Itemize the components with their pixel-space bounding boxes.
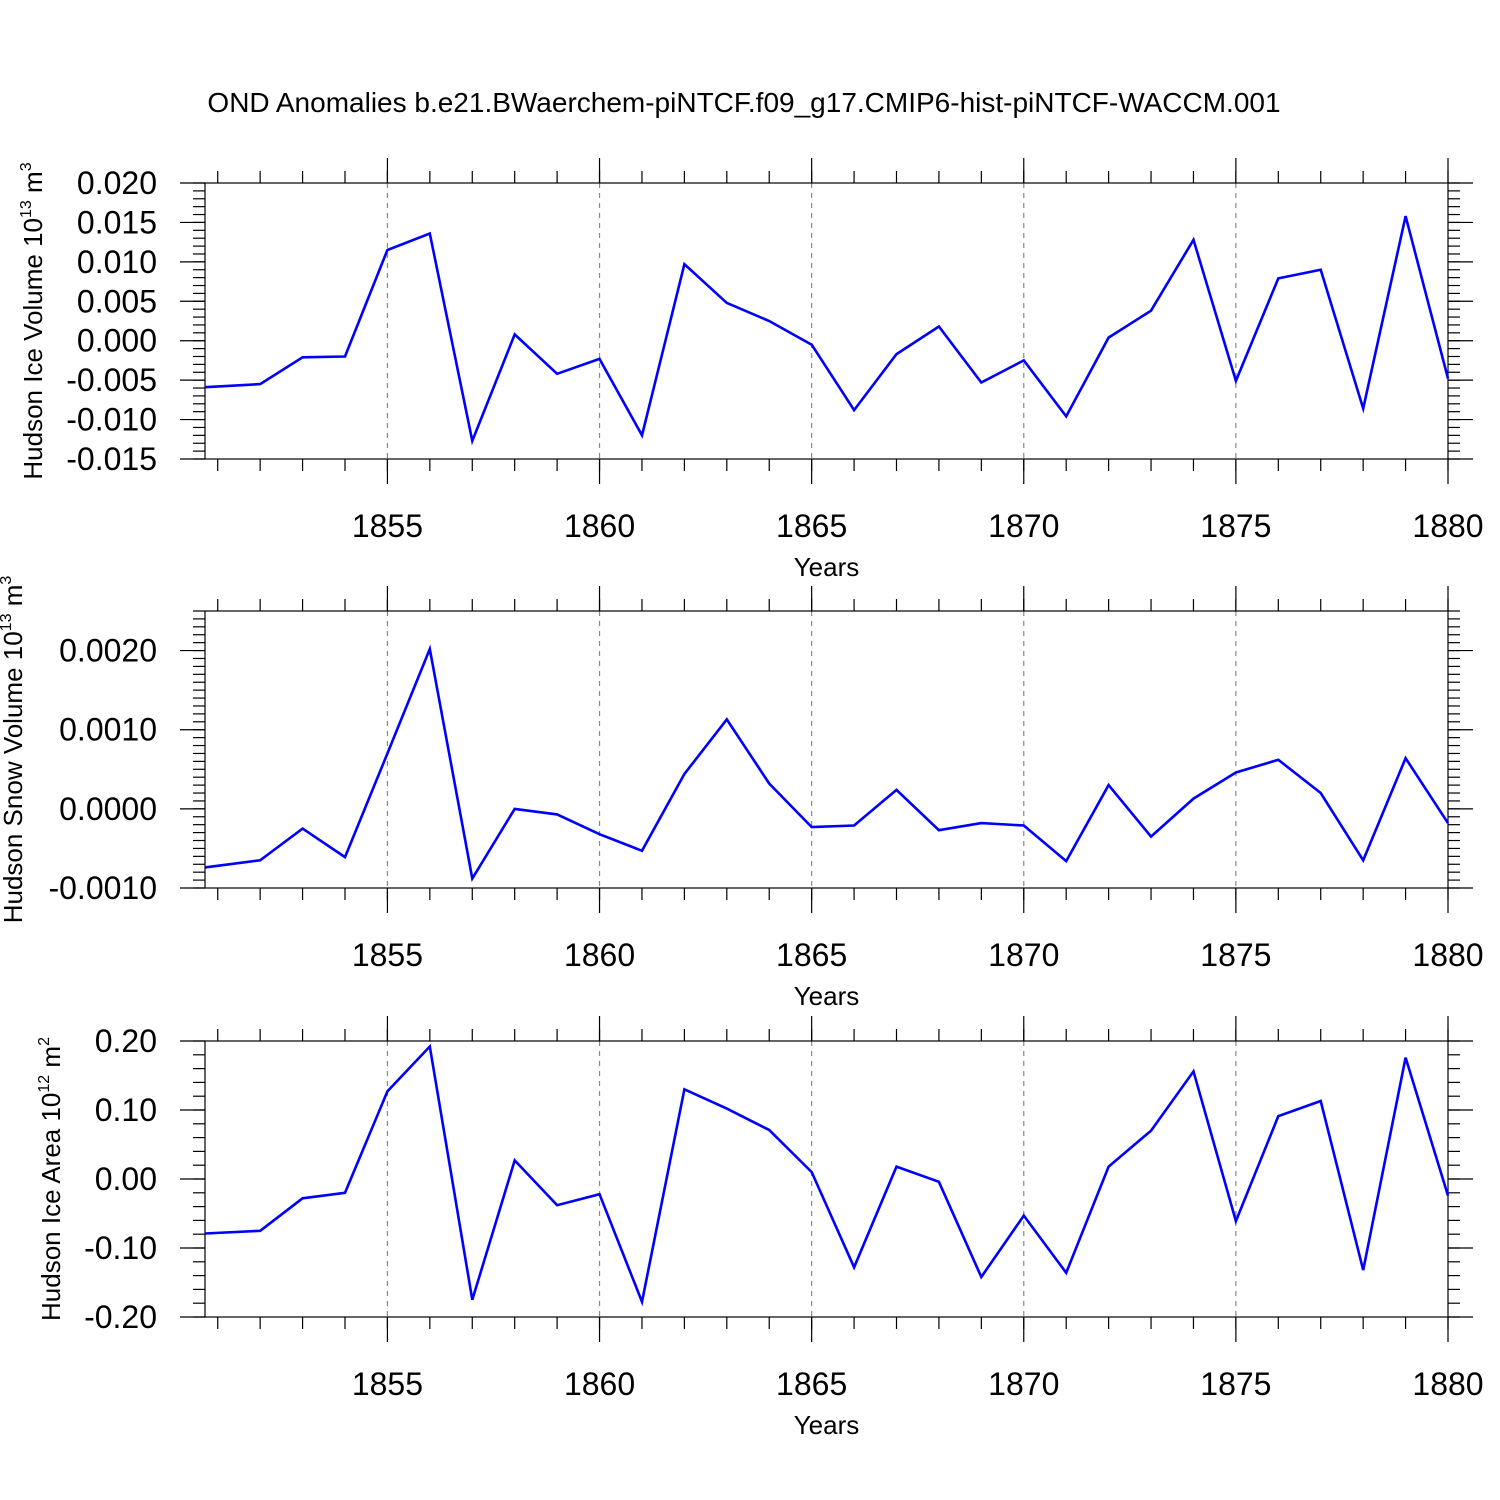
ice-volume-x-tick-label: 1870 [988, 508, 1059, 544]
snow-volume-y-axis-title-ylabel-text: Hudson Snow Volume 10 [0, 631, 28, 923]
snow-volume-y-axis-title-ylabel-unit-exp: 3 [0, 576, 15, 585]
ice-volume-x-tick-label: 1860 [564, 508, 635, 544]
ice-volume-y-tick-label: 0.015 [77, 204, 157, 240]
ice-area-y-axis-title: Hudson Ice Area 1012 m2 [36, 1037, 66, 1321]
snow-volume-x-tick-label: 1875 [1200, 937, 1271, 973]
snow-volume-x-tick-label: 1855 [352, 937, 423, 973]
ice-area-y-axis-title-ylabel-unit-exp: 2 [36, 1037, 53, 1046]
ice-volume-y-tick-label: 0.020 [77, 165, 157, 201]
ice-area-frame [204, 1040, 1449, 1318]
ice-area-y-tick-label: 0.20 [95, 1023, 157, 1059]
snow-volume-series-line [204, 644, 1450, 883]
ice-volume-y-axis-title-ylabel-unit: m [18, 171, 48, 200]
ice-volume-y-axis-title: Hudson Ice Volume 1013 m3 [18, 162, 48, 479]
ice-volume-y-tick-label: 0.010 [77, 244, 157, 280]
ice-volume-x-tick-label: 1875 [1200, 508, 1271, 544]
ice-area-x-axis-title: Years [794, 1410, 860, 1440]
snow-volume-x-axis-title: Years [794, 981, 860, 1011]
snow-volume-y-tick-label: -0.0010 [48, 870, 157, 906]
ice-area-x-tick-label: 1880 [1412, 1366, 1483, 1402]
ice-volume-y-tick-label: -0.015 [66, 441, 157, 477]
snow-volume-y-tick-label: 0.0010 [59, 712, 157, 748]
snow-volume-x-tick-label: 1865 [776, 937, 847, 973]
ice-area-y-axis-title-ylabel-unit: m [36, 1046, 66, 1075]
snow-volume-y-axis-title: Hudson Snow Volume 1013 m3 [0, 576, 28, 924]
ice-area-x-tick-label: 1875 [1200, 1366, 1271, 1402]
ice-volume-x-tick-label: 1880 [1412, 508, 1483, 544]
ice-volume-panel: 1855 1860 1865 1870 1875 1880 -0.015-0.010 -0.0… [18, 158, 1484, 582]
ice-volume-frame [204, 182, 1449, 460]
ice-area-x-tick-label: 1860 [564, 1366, 635, 1402]
snow-volume-x-tick-label: 1870 [988, 937, 1059, 973]
ice-area-y-tick-label: 0.10 [95, 1092, 157, 1128]
ice-volume-series-line [204, 215, 1450, 446]
ice-volume-y-tick-label: -0.010 [66, 402, 157, 438]
ice-volume-y-tick-label: -0.005 [66, 362, 157, 398]
ice-area-y-axis-title-ylabel-text: Hudson Ice Area 10 [36, 1093, 66, 1321]
snow-volume-x-tick-label: 1860 [564, 937, 635, 973]
ice-volume-y-axis-title-ylabel-exp: 13 [18, 200, 35, 218]
snow-volume-x-tick-label: 1880 [1412, 937, 1483, 973]
ice-volume-x-axis-title: Years [794, 552, 860, 582]
ice-volume-x-tick-label: 1865 [776, 508, 847, 544]
ice-area-x-tick-label: 1870 [988, 1366, 1059, 1402]
ice-volume-y-tick-label: 0.005 [77, 283, 157, 319]
snow-volume-y-tick-label: 0.0000 [59, 791, 157, 827]
snow-volume-y-axis-title-ylabel-exp: 13 [0, 613, 15, 631]
snow-volume-frame [204, 610, 1449, 889]
figure-title: OND Anomalies b.e21.BWaerchem-piNTCF.f09… [207, 87, 1280, 118]
ice-area-y-tick-label: -0.10 [84, 1230, 157, 1266]
snow-volume-y-axis-title-ylabel-unit: m [0, 585, 28, 614]
ice-area-y-tick-label: 0.00 [95, 1161, 157, 1197]
ice-area-series-line [204, 1043, 1450, 1307]
snow-volume-panel: 1855 1860 1865 1870 1875 1880 -0.0010 0.0000 0.0… [0, 576, 1484, 1011]
ice-area-y-tick-label: -0.20 [84, 1299, 157, 1335]
ice-volume-y-axis-title-ylabel-unit-exp: 3 [18, 162, 35, 171]
ice-volume-y-tick-label: 0.000 [77, 323, 157, 359]
ice-area-panel: 1855 1860 1865 1870 1875 1880 -0.20 -0.10 0.00 0.… [36, 1016, 1484, 1440]
ice-area-x-tick-label: 1865 [776, 1366, 847, 1402]
ice-volume-y-axis-title-ylabel-text: Hudson Ice Volume 10 [18, 218, 48, 480]
ice-volume-x-tick-label: 1855 [352, 508, 423, 544]
ice-area-y-axis-title-ylabel-exp: 12 [36, 1075, 53, 1093]
ice-area-x-tick-label: 1855 [352, 1366, 423, 1402]
chart-panels: 1855 1860 1865 1870 1875 1880 -0.015-0.010 -0.0… [0, 158, 1484, 1440]
snow-volume-y-tick-label: 0.0020 [59, 633, 157, 669]
